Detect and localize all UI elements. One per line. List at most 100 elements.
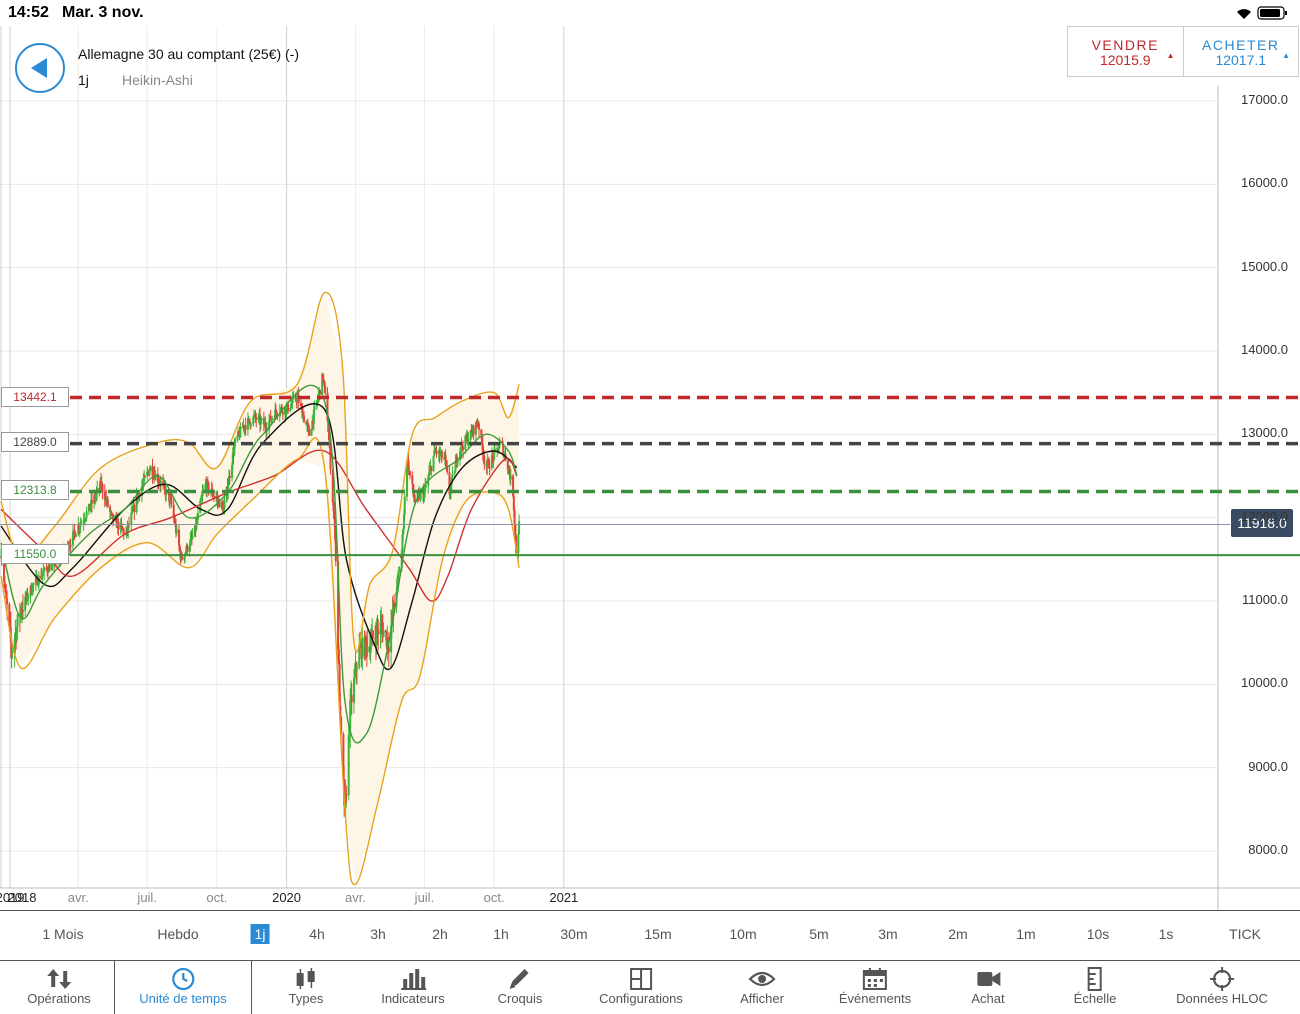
candle-body [191,536,194,538]
timeframe-option[interactable]: 5m [809,926,829,942]
timeframe-option[interactable]: 1 Mois [42,926,84,942]
x-tick-label: avr. [345,890,366,905]
level-label[interactable]: 12313.8 [1,480,69,500]
candle-body [393,602,396,607]
events-button[interactable]: Événements [839,961,911,1014]
candle-body [265,427,268,432]
candle-body [301,407,304,419]
timeframe-option[interactable]: 4h [309,926,325,942]
candle-body [234,438,237,446]
y-tick-label: 12000.0 [1241,508,1288,524]
sell-button[interactable]: VENDRE 12015.9 ▲ [1068,27,1183,76]
candle-body [172,504,175,518]
back-button[interactable] [15,43,65,93]
candle-body [381,621,384,627]
candle-body [249,421,252,426]
candle-body [133,504,136,512]
timeframe-option[interactable]: 3h [370,926,386,942]
candle-body [212,495,215,498]
level-label[interactable]: 11550.0 [1,544,69,564]
timeframe-option[interactable]: 10s [1086,926,1110,942]
candle-body [396,579,399,592]
price-chart[interactable] [0,26,1300,910]
candle-body [84,519,87,521]
candle-body [364,636,367,657]
candle-body [403,496,406,515]
purchase-button[interactable]: Achat [971,961,1005,1014]
candle-body [239,426,242,437]
candle-body [85,511,88,518]
candle-body [10,642,13,654]
candle-body [294,396,297,400]
candle-body [168,496,171,502]
candle-body [506,460,509,470]
candle-body [461,443,464,447]
display-button[interactable]: Afficher [740,961,784,1014]
candle-body [481,444,484,454]
candle-body [409,470,412,476]
configurations-button[interactable]: Configurations [599,961,683,1014]
timeframe-option[interactable]: Hebdo [157,926,199,942]
candle-body [514,524,517,536]
candle-body [27,596,30,599]
candle-body [328,440,331,449]
tool-label: Configurations [599,991,683,1006]
timeframe-option[interactable]: 3m [878,926,898,942]
candle-body [370,635,373,645]
hloc-data-button[interactable]: Données HLOC [1176,961,1268,1014]
level-label[interactable]: 13442.1 [1,387,69,407]
candle-body [438,450,441,456]
candle-body [375,626,378,645]
candle-body [400,551,403,569]
timeframe-option[interactable]: 10m [729,926,757,942]
candle-body [358,646,361,668]
bollinger-lower-line [0,437,520,886]
timeframe-option[interactable]: TICK [1229,926,1261,942]
candle-body [337,561,340,650]
candle-body [427,472,430,477]
x-tick-label: 2021 [549,890,579,905]
timeframe-option[interactable]: 1m [1016,926,1036,942]
tool-label: Types [288,991,324,1006]
candle-body [483,456,486,463]
timeframe-option[interactable]: 30m [560,926,588,942]
candle-body [252,417,255,425]
candle-body [439,453,442,456]
timeframe-option[interactable]: 15m [644,926,672,942]
candle-body [474,422,477,435]
level-label[interactable]: 12889.0 [1,432,69,452]
chart-area[interactable]: Allemagne 30 au comptant (25€) (-) 1j He… [0,26,1300,910]
candle-body [356,667,359,670]
operations-button[interactable]: Opérations [27,961,91,1014]
candle-body [377,630,380,635]
candle-body [339,705,342,717]
timeframe-option[interactable]: 1s [1158,926,1174,942]
scale-button[interactable]: Échelle [1074,961,1116,1014]
timeframe-option[interactable]: 1h [493,926,509,942]
eye-icon [748,971,776,987]
buy-button[interactable]: ACHETER 12017.1 ▲ [1182,27,1299,76]
x-tick-label: 2019 [0,890,25,905]
candle-body [486,460,489,468]
candle-body [42,571,45,574]
timeframe-option[interactable]: 2m [948,926,968,942]
candle-body [352,677,355,703]
sort-arrows-icon [47,969,71,989]
candle-body [396,574,399,580]
candle-body [435,451,438,454]
candle-body [228,475,231,486]
candle-body [290,402,293,405]
types-button[interactable]: Types [288,961,324,1014]
candle-body [275,412,278,415]
candle-body [469,430,472,441]
timeframe-option[interactable]: 2h [432,926,448,942]
candle-body [472,426,475,435]
timeframe-button[interactable]: Unité de temps [139,961,227,1014]
candle-body [462,446,465,450]
x-tick-label: juil. [137,890,157,905]
indicators-button[interactable]: Indicateurs [381,961,445,1014]
sketch-button[interactable]: Croquis [498,961,542,1014]
timeframe-option-active[interactable]: 1j [250,924,270,944]
candle-body [268,421,271,431]
candle-body [71,531,74,546]
